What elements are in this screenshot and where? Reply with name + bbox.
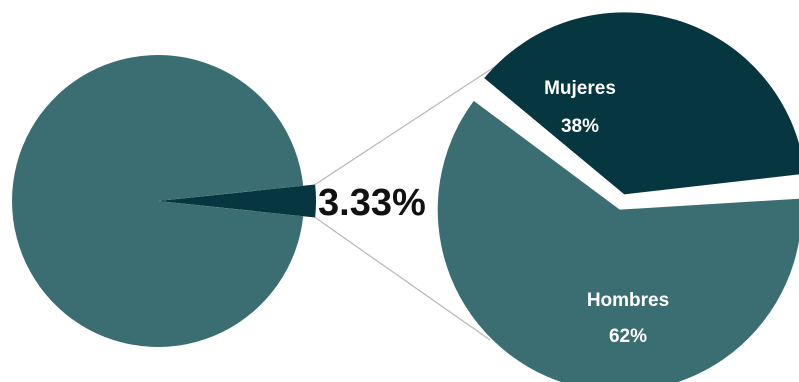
- mujeres-value-label: 38%: [561, 116, 599, 137]
- chart-labels: 3.33% Mujeres 38% Hombres 62%: [318, 78, 669, 347]
- callout-percent-label: 3.33%: [318, 182, 426, 224]
- hombres-value-label: 62%: [609, 326, 647, 347]
- main-slice-large: [11, 54, 304, 347]
- main-pie: [11, 54, 317, 347]
- connector-line-bottom: [314, 217, 491, 341]
- detail-pie: [437, 12, 799, 382]
- mujeres-name-label: Mujeres: [544, 78, 616, 99]
- main-slice-small: [158, 184, 317, 218]
- connector-lines: [314, 57, 509, 341]
- hombres-name-label: Hombres: [587, 290, 669, 311]
- detail-slice-mujeres: [484, 12, 799, 195]
- detail-slice-hombres: [437, 100, 799, 382]
- connector-line-top: [314, 57, 509, 186]
